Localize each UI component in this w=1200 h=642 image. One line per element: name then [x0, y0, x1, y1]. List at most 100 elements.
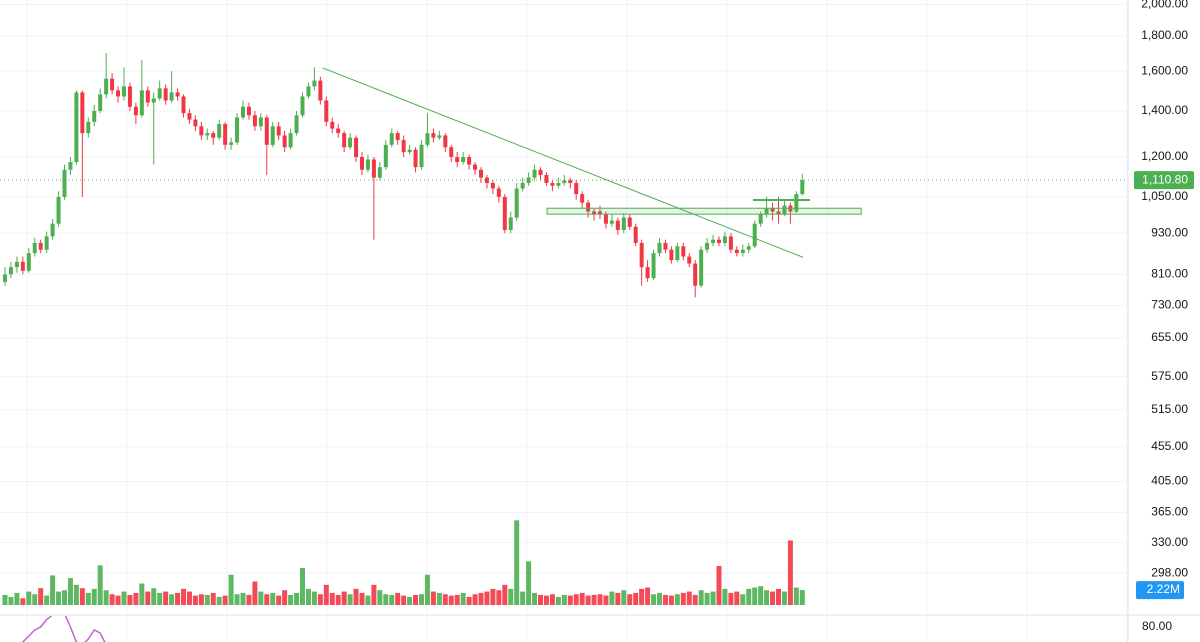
y-tick-label: 365.00 — [1151, 505, 1188, 519]
candle-body — [127, 86, 132, 107]
candle-body — [294, 115, 299, 134]
volume-bar — [722, 588, 728, 605]
volume-bar — [776, 588, 781, 605]
candle-body — [520, 183, 525, 189]
volume-bar — [14, 592, 20, 605]
candle-body — [663, 242, 668, 250]
candle-body — [407, 149, 412, 153]
last-price-box — [1134, 171, 1194, 190]
candle-body — [645, 267, 650, 279]
volume-bar — [490, 588, 496, 605]
candle-body — [752, 223, 757, 247]
candle-body — [609, 220, 614, 224]
candle-body — [592, 211, 597, 215]
volume-bar — [781, 591, 787, 605]
candle-body — [175, 92, 180, 97]
candle-body — [312, 80, 317, 87]
volume-bar — [466, 596, 472, 605]
candle-body — [413, 149, 418, 168]
candle-body — [282, 135, 287, 148]
volume-bar — [764, 590, 770, 605]
candle-body — [3, 274, 7, 282]
volume-bar — [674, 594, 680, 605]
candle-body — [217, 124, 222, 138]
volume-bar — [526, 561, 532, 605]
volume-bar — [341, 591, 347, 605]
candle-body — [246, 106, 251, 116]
volume-bar — [181, 588, 186, 605]
candle-body — [300, 96, 305, 116]
candle-body — [550, 183, 555, 186]
candle-body — [44, 236, 49, 250]
volume-bar — [2, 594, 8, 605]
candle-body — [181, 96, 186, 114]
candle-body — [722, 236, 727, 243]
volume-bar — [442, 594, 448, 605]
volume-bar — [621, 590, 627, 605]
candle-body — [324, 100, 329, 122]
volume-bar — [639, 588, 645, 605]
candle-body — [68, 162, 73, 170]
candle-body — [657, 242, 662, 254]
volume-bar — [543, 595, 549, 605]
candle-body — [110, 78, 115, 91]
candle-body — [603, 214, 608, 224]
volume-bar — [436, 592, 442, 605]
candle-body — [562, 180, 567, 184]
y-tick-label: 1,400.00 — [1141, 103, 1188, 117]
volume-bar — [139, 583, 145, 605]
volume-bar — [716, 566, 722, 605]
candle-body — [264, 117, 269, 145]
candle-body — [711, 239, 716, 243]
volume-bar — [175, 592, 181, 605]
volume-bar — [234, 594, 240, 605]
volume-bar — [127, 594, 133, 605]
candle-body — [74, 92, 79, 163]
volume-bar — [377, 590, 383, 605]
volume-bar — [389, 594, 395, 605]
candle-body — [62, 169, 67, 197]
volume-bar — [508, 588, 514, 605]
y-tick-label: 1,600.00 — [1141, 63, 1188, 77]
volume-bar — [371, 584, 377, 605]
candle-body — [490, 183, 495, 189]
volume-bar — [323, 584, 329, 605]
rsi-tick-label: 80.00 — [1142, 619, 1172, 633]
volume-bar — [585, 595, 591, 605]
volume-bar — [401, 595, 407, 605]
volume-bar — [692, 594, 698, 605]
candle-body — [544, 174, 549, 184]
candle-body — [734, 249, 739, 254]
candle-body — [598, 211, 602, 215]
candle-body — [235, 117, 240, 143]
volume-bar — [359, 592, 365, 605]
candle-body — [187, 113, 192, 120]
candle-body — [169, 92, 174, 101]
candle-body — [360, 157, 364, 170]
volume-bar — [79, 588, 85, 605]
volume-bar — [329, 592, 335, 605]
volume-bar — [496, 590, 502, 605]
candle-body — [425, 133, 430, 145]
candle-body — [157, 88, 162, 99]
volume-bar — [627, 594, 633, 605]
volume-bar — [710, 591, 716, 605]
volume-bar — [311, 591, 317, 605]
y-tick-label: 330.00 — [1151, 535, 1188, 549]
volume-bar — [704, 592, 710, 605]
volume-bar — [520, 591, 526, 605]
volume-bar — [460, 592, 466, 605]
y-tick-label: 298.00 — [1151, 565, 1188, 579]
candle-body — [116, 90, 121, 97]
candle-body — [431, 133, 436, 138]
volume-bar — [532, 592, 538, 605]
volume-bar — [793, 587, 799, 605]
volume-bar — [91, 588, 97, 605]
candle-body — [484, 177, 489, 184]
volume-bar — [472, 594, 478, 605]
candle-body — [580, 194, 585, 203]
candle-body — [14, 261, 19, 268]
volume-bar — [502, 584, 508, 605]
candle-body — [122, 86, 126, 97]
